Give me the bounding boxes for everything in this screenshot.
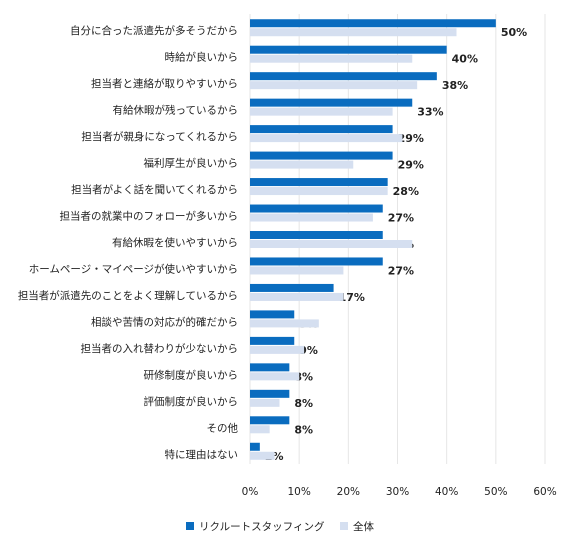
legend-swatch (340, 522, 348, 530)
legend-label: リクルートスタッフィング (199, 520, 325, 533)
category-label: 特に理由はない (165, 448, 239, 461)
bar (250, 45, 447, 54)
category-label: 担当者の入れ替わりが少ないから (81, 342, 239, 355)
bar (250, 107, 393, 116)
bar (250, 240, 413, 248)
bar (250, 187, 388, 196)
category-label: 担当者の就業中のフォローが多いから (60, 210, 239, 223)
category-label: 有給休暇が残っているから (113, 104, 238, 117)
x-tick-label: 50% (484, 486, 507, 498)
x-tick-label: 20% (337, 486, 360, 498)
value-label: 8% (294, 423, 313, 436)
category-label: その他 (207, 421, 239, 434)
bar (250, 416, 290, 425)
category-label: 研修制度が良いから (144, 368, 239, 381)
category-label: 相談や苦情の対応が的確だから (91, 315, 238, 328)
value-label: 17% (339, 291, 365, 304)
value-label: 27% (388, 264, 414, 277)
bar (250, 160, 354, 169)
value-label: 33% (417, 106, 443, 119)
bar (250, 178, 388, 187)
category-label: 担当者が親身になってくれるから (81, 130, 238, 143)
bar (250, 28, 457, 37)
bar (250, 213, 373, 222)
value-label: 29% (398, 159, 424, 172)
bar (250, 54, 413, 63)
value-label: 29% (398, 132, 424, 145)
x-tick-label: 40% (435, 486, 458, 498)
bar (250, 19, 496, 28)
category-label: 担当者と連絡が取りやすいから (91, 77, 238, 90)
value-label: 50% (501, 26, 527, 39)
x-tick-label: 10% (287, 486, 310, 498)
category-label: 有給休暇を使いやすいから (112, 236, 238, 249)
bar (250, 125, 393, 134)
value-label: 27% (388, 212, 414, 225)
category-label: 福利厚生が良いから (144, 157, 239, 170)
bar (250, 425, 270, 434)
bar (250, 372, 300, 381)
bar (250, 98, 413, 107)
bar (250, 134, 403, 143)
bar (250, 81, 418, 90)
bar (250, 231, 383, 239)
bar (250, 451, 275, 460)
value-label: 40% (452, 53, 478, 66)
bar (250, 292, 344, 301)
bar (250, 283, 334, 292)
x-tick-label: 30% (386, 486, 409, 498)
value-label: 8% (294, 397, 313, 410)
bar (250, 336, 295, 345)
value-label: 28% (393, 185, 419, 198)
x-tick-label: 60% (533, 486, 556, 498)
bar (250, 266, 344, 275)
bar (250, 257, 383, 266)
category-label: 自分に合った派遣先が多そうだから (70, 24, 238, 37)
bar (250, 151, 393, 160)
category-label: 評価制度が良いから (144, 395, 239, 408)
value-label: 38% (442, 79, 468, 92)
bar (250, 345, 305, 354)
legend-swatch (186, 522, 194, 530)
bar (250, 72, 437, 81)
category-label: 時給が良いから (165, 51, 239, 64)
bar (250, 398, 280, 407)
legend-label: 全体 (353, 520, 374, 533)
bar (250, 389, 290, 398)
category-label: ホームページ・マイページが使いやすいから (29, 262, 238, 275)
bar (250, 319, 319, 328)
bar (250, 363, 290, 372)
bar (250, 204, 383, 213)
category-label: 担当者がよく話を聞いてくれるから (71, 183, 238, 196)
bar (250, 442, 260, 451)
bar (250, 310, 295, 319)
category-label: 担当者が派遣先のことをよく理解しているから (18, 289, 238, 302)
x-tick-label: 0% (242, 486, 259, 498)
